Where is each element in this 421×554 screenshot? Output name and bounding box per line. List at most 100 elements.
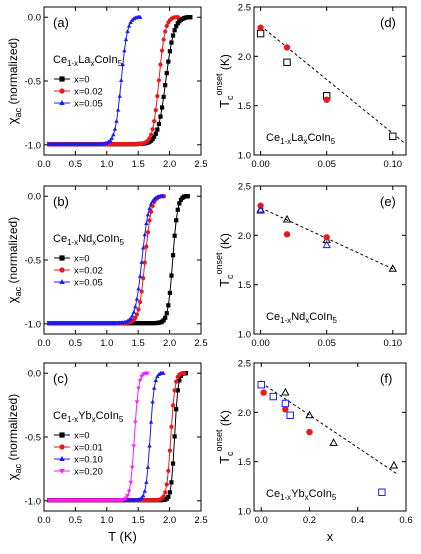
panel-c-data-point: [167, 490, 173, 495]
panel-c-data-point: [134, 400, 140, 405]
panel-b-compound-label-part-1: Nd: [78, 233, 92, 245]
panel-a-compound-label-part-3: CoIn: [94, 54, 117, 66]
panel-a-data-point: [156, 78, 162, 83]
panel-b-compound-label-part-3: CoIn: [96, 233, 119, 245]
panel-a-letter: (a): [53, 15, 69, 30]
panel-b-compound-label-sub-4: 5: [120, 238, 125, 247]
panel-d-compound-label-sub-2: x: [303, 137, 307, 146]
panel-c-data-point: [130, 465, 135, 470]
panel-c-data-point: [136, 386, 141, 391]
panel-c-data-point: [152, 385, 157, 390]
panel-c-data-point: [144, 479, 149, 484]
panel-d-ytick-label: 1.0: [238, 151, 251, 162]
panel-e-compound-label-sub-4: 5: [333, 316, 338, 325]
panel-c-ytick-label: 0.0: [28, 369, 41, 380]
panel-c-data-point: [141, 493, 146, 498]
panel-a-series-2: [46, 14, 143, 146]
panel-f-compound-label: Ce1-xYbxCoIn5: [266, 488, 337, 502]
panel-a-series-line: [49, 16, 191, 145]
panel-c-legend-marker: [59, 444, 65, 450]
panel-b-legend-marker: [59, 279, 65, 284]
panel-a-data-point: [152, 119, 157, 124]
panel-f-ytick-label: 1.5: [238, 457, 251, 468]
panel-f-ylabel-rest: (K): [218, 410, 232, 429]
panel-b-legend-marker: [59, 255, 65, 261]
panel-a-data-point: [175, 15, 180, 20]
panel-a-data-point: [128, 20, 133, 25]
panel-f-ylabel-main: T: [217, 456, 232, 464]
panel-b-data-point: [137, 273, 143, 278]
panel-d-compound-label: Ce1-xLaxCoIn5: [266, 132, 336, 146]
panel-b-data-point: [175, 207, 180, 212]
panel-b-ylabel-sub: ac: [13, 286, 23, 296]
panel-c-data-point: [147, 443, 152, 448]
panel-c-data-point: [170, 461, 176, 466]
panel-a-legend-marker: [59, 100, 65, 105]
panel-e-xtick-label: 0.05: [317, 338, 336, 349]
panel-a-data-point: [156, 121, 162, 126]
panel-f-letter: (f): [380, 371, 392, 386]
panel-d-data-point: [256, 29, 265, 38]
panel-a-ytick-label: -1.0: [25, 140, 41, 151]
panel-e-xtick-label: 0.10: [384, 338, 403, 349]
panel-b-data-point: [145, 230, 151, 235]
panel-c-data-point: [169, 424, 174, 429]
panel-c-data-point: [166, 494, 171, 499]
panel-a-legend-label: x=0: [74, 75, 90, 86]
panel-a-data-point: [159, 48, 165, 53]
panel-b-ytick-label: 0.0: [28, 192, 41, 203]
panel-b-data-point: [166, 303, 171, 308]
panel-c-data-point: [128, 480, 133, 485]
panel-b-data-point: [144, 244, 149, 249]
panel-c-xtick-label: 0.0: [37, 515, 50, 526]
panel-c-data-point: [133, 420, 138, 425]
panel-c-ylabel-main: χ: [5, 473, 20, 480]
panel-c-data-point: [131, 444, 137, 449]
panel-b-data-point: [144, 221, 149, 226]
panel-a-data-point: [137, 14, 143, 19]
panel-a-data-point: [150, 136, 155, 142]
panel-b-data-point: [133, 304, 138, 309]
panel-d-xtick-label: 0.10: [384, 159, 403, 170]
panel-c-data-point: [169, 480, 174, 485]
panel-d: 0.00 0.05 0.10 1.0 1.5 2.0 2.5 (d) Tconset (K): [214, 3, 407, 170]
panel-a-xtick-label: 0.0: [37, 159, 50, 170]
panel-e-series-2: [256, 205, 331, 249]
panel-c-compound-label-part-1: Yb: [78, 410, 91, 422]
panel-c-legend-label: x=0.10: [74, 455, 103, 466]
panel-c-compound-label-part-3: CoIn: [96, 410, 119, 422]
panel-d-compound-label-sub-4: 5: [331, 137, 336, 146]
panel-b-data-point: [137, 299, 143, 305]
panel-b-data-point: [131, 309, 137, 314]
panel-c-data-point: [153, 377, 158, 382]
panel-d-data-point: [323, 96, 330, 103]
panel-f-compound-label-sub-4: 5: [332, 493, 337, 502]
panel-b-ylabel-main: χ: [5, 296, 20, 303]
panel-b-xtick-label: 2.0: [163, 338, 176, 349]
panel-a-data-point: [172, 28, 177, 33]
panel-b-data-point: [130, 313, 135, 318]
panel-e-ytick-label: 1.0: [238, 330, 251, 341]
panel-b-series-0: [46, 194, 190, 326]
panel-c-legend-label: x=0.20: [74, 467, 103, 478]
panel-a-data-point: [126, 23, 132, 28]
panel-f-ytick-label: 1.0: [238, 507, 251, 518]
panel-a-data-point: [169, 40, 174, 45]
panel-f-data-point: [306, 428, 313, 436]
panel-a-data-point: [148, 132, 154, 137]
panel-a-series-1: [46, 15, 180, 147]
panel-b-ylabel: χac (normalized): [5, 217, 23, 303]
panel-f-compound-label-main: Ce: [266, 488, 280, 500]
panel-c-compound-label-sub-2: x: [92, 415, 96, 424]
panel-c-ylabel: χac (normalized): [5, 394, 23, 480]
panel-b-data-point: [160, 193, 165, 198]
panel-a-data-point: [161, 94, 166, 99]
panel-c-series-2: [46, 370, 166, 502]
panel-c-xtick-label: 2.5: [194, 515, 207, 526]
panel-c-compound-label: Ce1-xYbxCoIn5: [53, 410, 124, 424]
panel-a-data-point: [125, 29, 130, 34]
panel-e-letter: (e): [380, 194, 396, 209]
panel-d-ytick-label: 1.5: [238, 101, 251, 112]
panel-a-xtick-label: 0.5: [69, 159, 82, 170]
